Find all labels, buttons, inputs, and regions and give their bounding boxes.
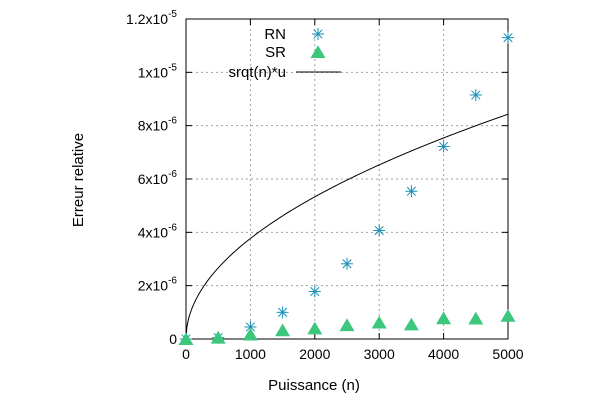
rn-point xyxy=(502,31,514,44)
rn-point xyxy=(437,140,450,153)
sqrt-curve-line xyxy=(185,113,509,340)
legend-swatch-sr xyxy=(310,45,326,58)
rn-point xyxy=(405,185,418,198)
sr-point xyxy=(339,318,355,332)
y-tick-exponent: -5 xyxy=(168,62,177,73)
sr-point xyxy=(403,317,419,331)
legend-label: srqt(n)*u xyxy=(228,64,286,81)
y-tick-exponent: -6 xyxy=(168,276,177,287)
y-tick-mantissa: 6x10 xyxy=(138,171,169,187)
rn-point xyxy=(341,257,353,270)
y-tick-label: 6x10-6 xyxy=(138,169,178,187)
y-tick-exponent: -6 xyxy=(168,116,177,127)
rn-point xyxy=(276,306,289,319)
y-tick-exponent: -5 xyxy=(168,9,177,20)
legend-label: SR xyxy=(265,44,286,61)
y-tick-mantissa: 1.2x10 xyxy=(126,11,168,27)
y-tick-mantissa: 0 xyxy=(169,331,177,347)
y-axis-title: Erreur relative xyxy=(70,133,87,227)
x-tick-labels: 0 1000 2000 3000 4000 5000 xyxy=(182,346,524,362)
sr-point xyxy=(371,315,387,329)
x-tick-label: 3000 xyxy=(364,346,395,362)
y-tick-label: 4x10-6 xyxy=(138,222,178,240)
star-stroke xyxy=(277,307,288,317)
sr-point xyxy=(468,311,484,325)
y-tick-exponent: -6 xyxy=(168,222,177,233)
star-stroke xyxy=(313,29,323,39)
sr-point xyxy=(275,323,291,337)
y-tick-exponent: -6 xyxy=(168,169,177,180)
sr-point xyxy=(242,327,258,341)
star-stroke xyxy=(374,225,384,236)
x-tick-label: 1000 xyxy=(235,346,266,362)
x-tick-label: 2000 xyxy=(299,346,330,362)
legend-swatch-rn xyxy=(312,28,324,40)
rn-point xyxy=(373,224,386,237)
x-tick-label: 0 xyxy=(182,346,190,362)
legend-label: RN xyxy=(264,26,286,43)
x-axis-title: Puissance (n) xyxy=(268,377,360,394)
y-tick-label: 1.2x10-5 xyxy=(126,9,177,27)
star-stroke xyxy=(438,141,449,152)
sr-point xyxy=(210,330,226,344)
star-stroke xyxy=(342,259,352,269)
star-stroke xyxy=(406,186,417,196)
y-tick-mantissa: 2x10 xyxy=(138,278,169,294)
rn-point xyxy=(469,89,482,101)
rn-point xyxy=(244,321,257,333)
sr-point xyxy=(436,311,452,325)
y-tick-label: 0 xyxy=(169,331,177,347)
sr-point xyxy=(178,332,194,345)
tick-marks xyxy=(185,18,509,340)
y-tick-mantissa: 1x10 xyxy=(138,64,169,80)
y-tick-label: 2x10-6 xyxy=(138,276,178,294)
rn-point xyxy=(308,285,321,298)
x-tick-label: 5000 xyxy=(492,346,523,362)
series-sqrt-curve xyxy=(185,113,509,340)
sr-point xyxy=(307,321,323,335)
y-tick-mantissa: 8x10 xyxy=(138,118,169,134)
star-stroke xyxy=(310,286,320,297)
star-stroke xyxy=(503,33,513,43)
y-tick-label: 1x10-5 xyxy=(138,62,178,80)
series-points xyxy=(178,31,516,345)
sr-point xyxy=(500,309,516,322)
x-tick-label: 4000 xyxy=(428,346,459,362)
star-stroke xyxy=(471,90,481,100)
star-stroke xyxy=(245,322,256,332)
y-tick-label: 8x10-6 xyxy=(138,116,178,134)
y-tick-mantissa: 4x10 xyxy=(138,224,169,240)
